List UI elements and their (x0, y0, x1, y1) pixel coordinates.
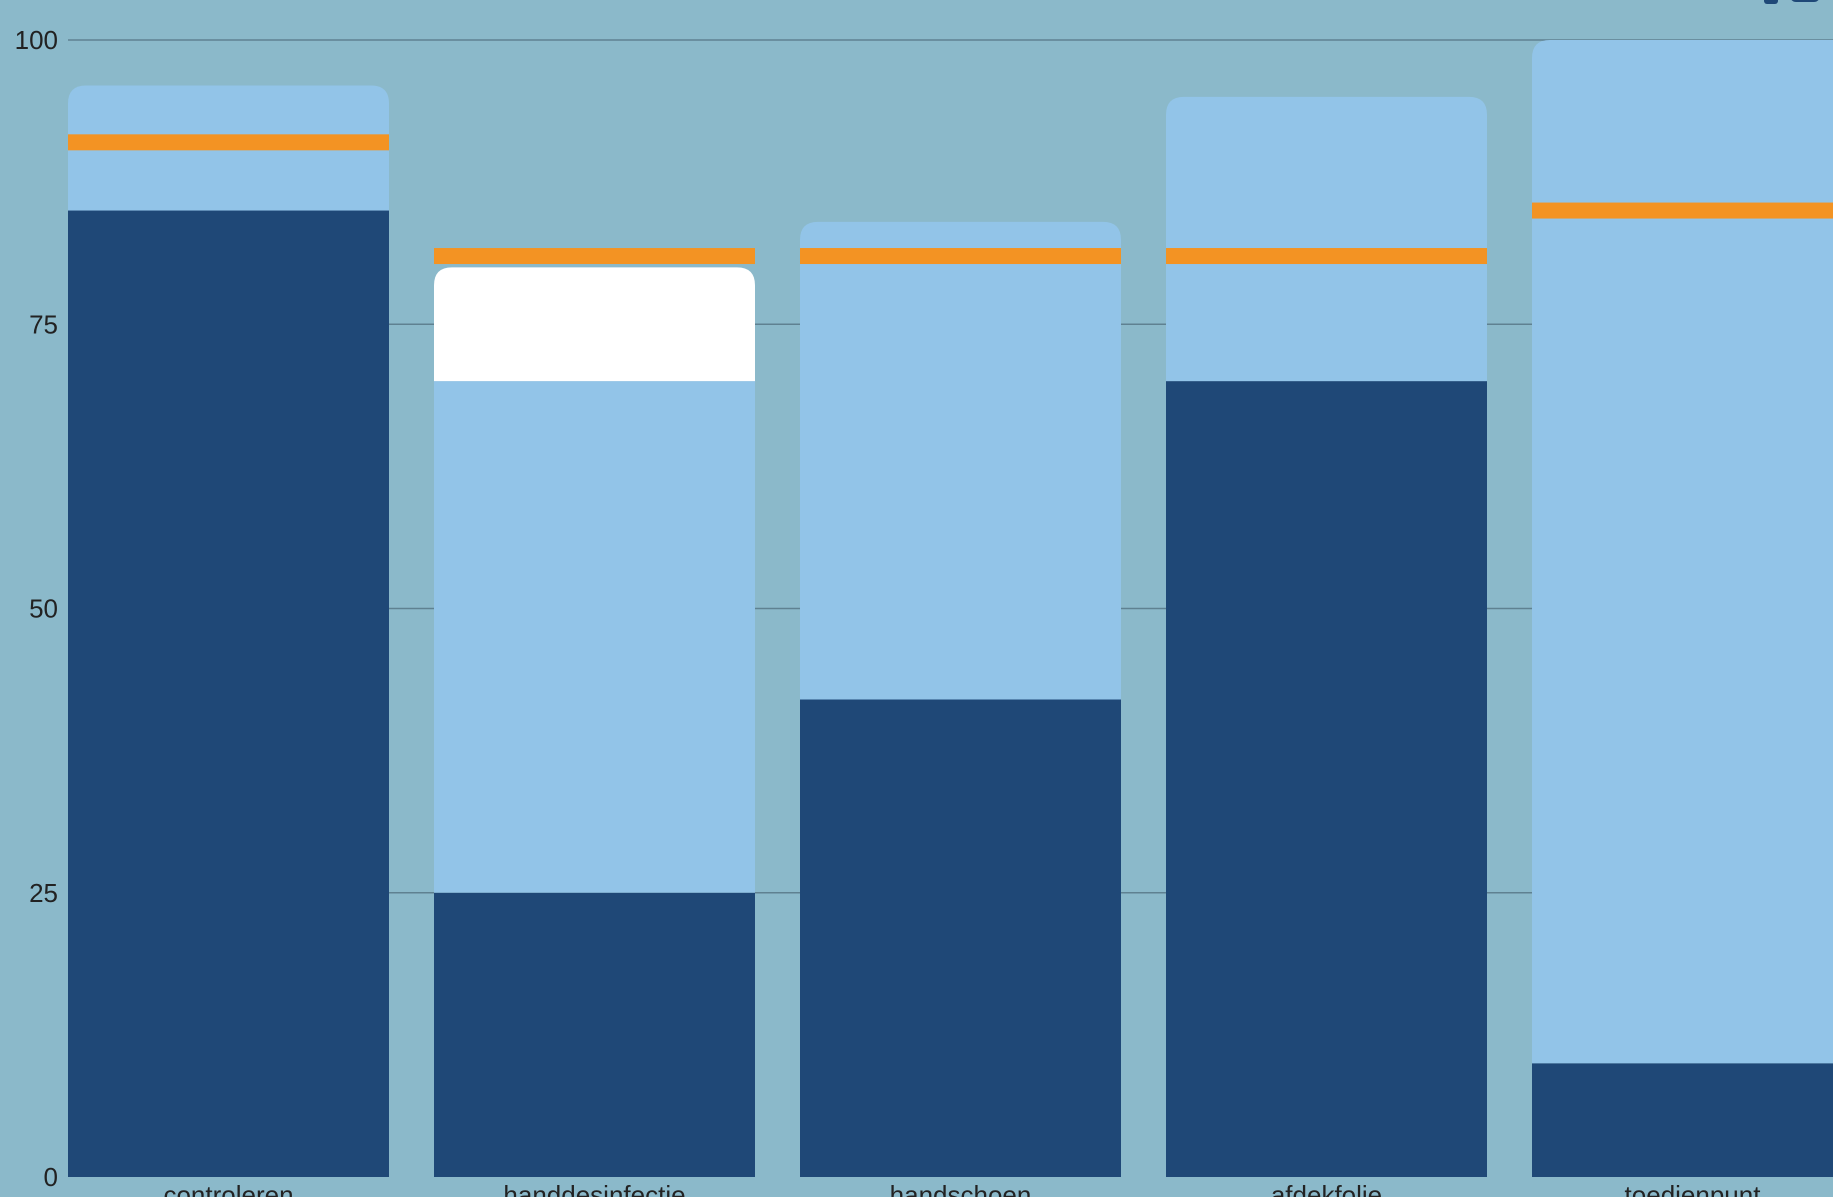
target-marker-handschoen (800, 248, 1121, 265)
bar-segment-toedienpunt-2 (1532, 40, 1833, 1064)
bar-group-toedienpunt (1532, 40, 1833, 1177)
x-category-label-handschoen: handschoen (890, 1180, 1032, 1197)
cropped-corner-glyph (1764, 0, 1819, 4)
y-tick-label-100: 100 (15, 25, 58, 55)
bar-segment-handdesinfectie-2 (434, 381, 755, 893)
bar-segment-toedienpunt-1 (1532, 1063, 1833, 1177)
bar-segment-afdekfolie-2 (1166, 96, 1487, 382)
x-category-label-controleren: controleren (163, 1180, 293, 1197)
bar-segment-handschoen-2 (800, 221, 1121, 700)
target-marker-afdekfolie (1166, 248, 1487, 265)
bar-segment-handschoen-1 (800, 699, 1121, 1177)
x-category-label-handdesinfectie: handdesinfectie (503, 1180, 685, 1197)
x-category-label-afdekfolie: afdekfolie (1271, 1180, 1382, 1197)
bar-group-handdesinfectie (434, 267, 755, 1177)
target-marker-handdesinfectie (434, 248, 755, 265)
y-tick-label-75: 75 (29, 309, 58, 339)
bar-segment-controleren-1 (68, 210, 389, 1178)
bar-group-afdekfolie (1166, 96, 1487, 1178)
target-marker-toedienpunt (1532, 202, 1833, 219)
bar-segment-handdesinfectie-1 (434, 892, 755, 1177)
bar-segment-afdekfolie-1 (1166, 381, 1487, 1178)
y-tick-label-0: 0 (44, 1162, 58, 1192)
bar-group-handschoen (800, 221, 1121, 1177)
y-tick-label-50: 50 (29, 594, 58, 624)
x-category-label-toedienpunt: toedienpunt (1625, 1180, 1762, 1197)
target-marker-controleren (68, 134, 389, 151)
bar-group-controleren (68, 85, 389, 1178)
bar-segment-handdesinfectie-3 (434, 267, 755, 382)
y-tick-label-25: 25 (29, 878, 58, 908)
